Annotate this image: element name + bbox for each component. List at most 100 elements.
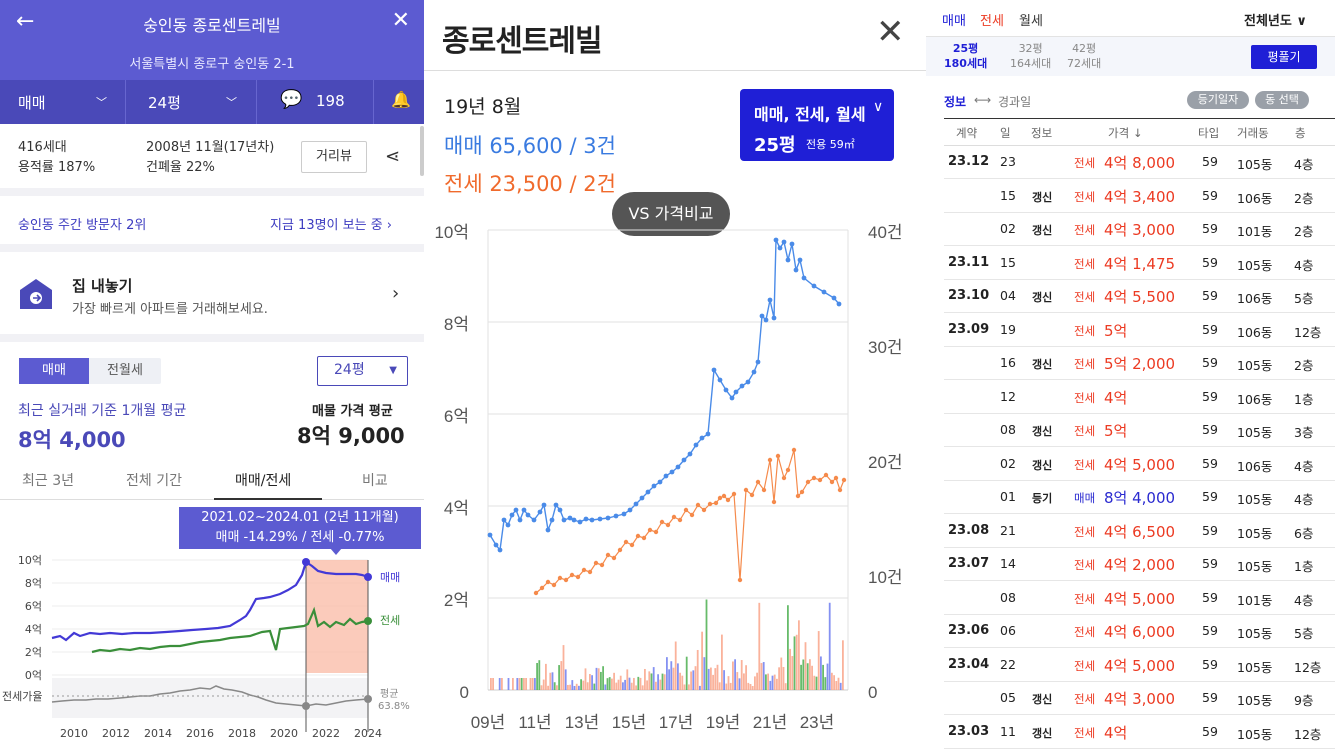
- tab-jeonse[interactable]: 전세: [980, 14, 1004, 29]
- sale-point[interactable]: [497, 547, 503, 553]
- share-icon[interactable]: ⋖: [385, 146, 401, 167]
- table-row[interactable]: 08 전세 4억 5,000 59 101동 4층: [944, 582, 1335, 615]
- sort-price[interactable]: 가격 ↓: [1108, 126, 1143, 140]
- sale-point[interactable]: [621, 511, 627, 517]
- sale-point[interactable]: [513, 507, 519, 513]
- sale-point[interactable]: [639, 495, 645, 501]
- sale-point[interactable]: [549, 517, 555, 523]
- jeonse-point[interactable]: [795, 493, 801, 499]
- year-filter[interactable]: 전체년도 ∨: [1244, 14, 1307, 29]
- sale-point[interactable]: [733, 389, 739, 395]
- chevron-right-icon[interactable]: ›: [392, 283, 400, 304]
- jeonse-point[interactable]: [665, 522, 671, 528]
- sale-point[interactable]: [487, 532, 493, 538]
- jeonse-point[interactable]: [629, 542, 635, 548]
- table-row[interactable]: 08 갱신 전세 5억 59 105동 3층: [944, 414, 1335, 447]
- tab-sale[interactable]: 매매: [942, 14, 966, 29]
- sale-point[interactable]: [531, 517, 537, 523]
- jeonse-point[interactable]: [647, 527, 653, 533]
- jeonse-point[interactable]: [659, 519, 665, 525]
- table-row[interactable]: 15 갱신 전세 4억 3,400 59 106동 2층: [944, 180, 1335, 213]
- table-row[interactable]: 23.12 23 전세 4억 8,000 59 105동 4층: [944, 146, 1335, 179]
- table-row[interactable]: 23.08 21 전세 4억 6,500 59 105동 6층: [944, 515, 1335, 548]
- sale-point[interactable]: [767, 297, 773, 303]
- jeonse-point[interactable]: [771, 499, 777, 505]
- jeonse-point[interactable]: [785, 467, 791, 473]
- sale-point[interactable]: [821, 289, 827, 295]
- jeonse-point[interactable]: [841, 477, 847, 483]
- sale-point[interactable]: [633, 501, 639, 507]
- tab-all-period[interactable]: 전체 기간: [126, 473, 182, 489]
- jeonse-point[interactable]: [593, 560, 599, 566]
- viewers-now[interactable]: 지금 13명이 보는 중 ›: [270, 218, 393, 233]
- sale-point[interactable]: [541, 502, 547, 508]
- sale-point[interactable]: [521, 507, 527, 513]
- sale-point[interactable]: [605, 515, 611, 521]
- table-row[interactable]: 02 갱신 전세 4억 3,000 59 101동 2층: [944, 213, 1335, 246]
- table-row[interactable]: 23.11 15 전세 4억 1,475 59 105동 4층: [944, 247, 1335, 280]
- badge-dong-select[interactable]: 동 선택: [1255, 91, 1309, 109]
- sale-point[interactable]: [597, 516, 603, 522]
- jeonse-point[interactable]: [791, 447, 797, 453]
- table-row[interactable]: 05 갱신 전세 4억 3,000 59 105동 9층: [944, 682, 1335, 715]
- sale-point[interactable]: [537, 509, 543, 515]
- jeonse-point[interactable]: [677, 517, 683, 523]
- jeonse-point[interactable]: [811, 475, 817, 481]
- jeonse-point[interactable]: [611, 555, 617, 561]
- sale-point[interactable]: [751, 369, 757, 375]
- jeonse-point[interactable]: [829, 479, 835, 485]
- jeonse-point[interactable]: [817, 477, 823, 483]
- sale-point[interactable]: [517, 517, 523, 523]
- jeonse-point[interactable]: [701, 507, 707, 513]
- jeonse-point[interactable]: [761, 487, 767, 493]
- jeonse-point[interactable]: [731, 491, 737, 497]
- jeonse-point[interactable]: [575, 574, 581, 580]
- jeonse-point[interactable]: [781, 475, 787, 481]
- sale-point[interactable]: [663, 473, 669, 479]
- sale-point[interactable]: [571, 517, 577, 523]
- jeonse-point[interactable]: [683, 507, 689, 513]
- sale-point[interactable]: [763, 317, 769, 323]
- sale-point[interactable]: [793, 267, 799, 273]
- jeonse-point[interactable]: [551, 582, 557, 588]
- sale-point[interactable]: [831, 295, 837, 301]
- table-row[interactable]: 23.10 04 갱신 전세 4억 5,500 59 106동 5층: [944, 280, 1335, 313]
- jeonse-point[interactable]: [599, 562, 605, 568]
- sale-point[interactable]: [785, 257, 791, 263]
- table-row[interactable]: 12 전세 4억 59 106동 1층: [944, 381, 1335, 414]
- table-row[interactable]: 23.07 14 전세 4억 2,000 59 105동 1층: [944, 548, 1335, 581]
- jeonse-point[interactable]: [775, 453, 781, 459]
- size-tab-32[interactable]: 32평 164세대: [1010, 42, 1052, 70]
- sale-point[interactable]: [583, 516, 589, 522]
- size-tab-42[interactable]: 42평 72세대: [1067, 42, 1102, 70]
- sale-point[interactable]: [773, 237, 779, 243]
- sale-point[interactable]: [627, 507, 633, 513]
- sale-point[interactable]: [759, 313, 765, 319]
- sale-point[interactable]: [797, 257, 803, 263]
- sale-point[interactable]: [681, 457, 687, 463]
- sale-point[interactable]: [745, 379, 751, 385]
- jeonse-point[interactable]: [581, 567, 587, 573]
- sale-point[interactable]: [729, 395, 735, 401]
- sale-point[interactable]: [723, 387, 729, 393]
- jeonse-point[interactable]: [749, 492, 755, 498]
- size-select[interactable]: 24평: [148, 94, 181, 112]
- sale-point[interactable]: [801, 275, 807, 281]
- jeonse-point[interactable]: [635, 533, 641, 539]
- sale-point[interactable]: [811, 283, 817, 289]
- jeonse-point[interactable]: [725, 497, 731, 503]
- sale-point[interactable]: [669, 469, 675, 475]
- sale-point[interactable]: [493, 542, 499, 548]
- close-icon[interactable]: ✕: [876, 12, 905, 52]
- jeonse-point[interactable]: [533, 590, 539, 596]
- jeonse-point[interactable]: [721, 493, 727, 499]
- trade-filter-button[interactable]: 매매, 전세, 월세 ∨ 25평 전용 59㎡: [740, 89, 894, 161]
- jeonse-point[interactable]: [755, 479, 761, 485]
- tab-sale-jeonse[interactable]: 매매/전세: [235, 473, 292, 489]
- sale-point[interactable]: [557, 507, 563, 513]
- jeonse-point[interactable]: [717, 495, 723, 501]
- table-row[interactable]: 23.09 19 전세 5억 59 106동 12층: [944, 314, 1335, 347]
- toggle-rent[interactable]: 전월세: [107, 363, 143, 378]
- size-tab-25[interactable]: 25평 180세대: [944, 42, 988, 70]
- jeonse-point[interactable]: [707, 501, 713, 507]
